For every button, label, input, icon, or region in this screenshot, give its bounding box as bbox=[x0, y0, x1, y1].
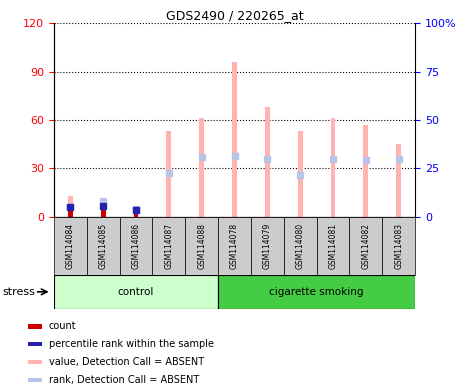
Bar bbox=[363, 125, 368, 217]
Bar bbox=[134, 212, 138, 217]
Bar bbox=[134, 206, 138, 217]
Text: GSM114085: GSM114085 bbox=[98, 223, 108, 269]
Text: GSM114088: GSM114088 bbox=[197, 223, 206, 269]
Text: GSM114081: GSM114081 bbox=[328, 223, 338, 269]
FancyBboxPatch shape bbox=[152, 217, 185, 275]
Bar bbox=[28, 377, 42, 382]
Bar bbox=[166, 131, 171, 217]
Text: percentile rank within the sample: percentile rank within the sample bbox=[49, 339, 214, 349]
FancyBboxPatch shape bbox=[251, 217, 284, 275]
Bar bbox=[68, 209, 73, 217]
Text: control: control bbox=[118, 287, 154, 297]
FancyBboxPatch shape bbox=[54, 217, 87, 275]
Bar bbox=[232, 62, 237, 217]
FancyBboxPatch shape bbox=[382, 217, 415, 275]
Text: GSM114083: GSM114083 bbox=[394, 223, 403, 269]
FancyBboxPatch shape bbox=[284, 217, 317, 275]
FancyBboxPatch shape bbox=[349, 217, 382, 275]
Text: count: count bbox=[49, 321, 76, 331]
Title: GDS2490 / 220265_at: GDS2490 / 220265_at bbox=[166, 9, 303, 22]
Bar bbox=[101, 209, 106, 217]
Bar bbox=[331, 118, 335, 217]
Bar bbox=[28, 360, 42, 364]
Text: cigarette smoking: cigarette smoking bbox=[269, 287, 364, 297]
FancyBboxPatch shape bbox=[54, 275, 218, 309]
Text: GSM114087: GSM114087 bbox=[164, 223, 174, 269]
Bar bbox=[68, 196, 73, 217]
FancyBboxPatch shape bbox=[218, 217, 251, 275]
Text: GSM114084: GSM114084 bbox=[66, 223, 75, 269]
FancyBboxPatch shape bbox=[120, 217, 152, 275]
FancyBboxPatch shape bbox=[218, 275, 415, 309]
Text: GSM114078: GSM114078 bbox=[230, 223, 239, 269]
Bar bbox=[396, 144, 401, 217]
FancyBboxPatch shape bbox=[185, 217, 218, 275]
Bar bbox=[298, 131, 303, 217]
Text: rank, Detection Call = ABSENT: rank, Detection Call = ABSENT bbox=[49, 375, 199, 384]
FancyBboxPatch shape bbox=[87, 217, 120, 275]
Text: GSM114080: GSM114080 bbox=[295, 223, 305, 269]
Text: GSM114086: GSM114086 bbox=[131, 223, 141, 269]
Text: value, Detection Call = ABSENT: value, Detection Call = ABSENT bbox=[49, 357, 204, 367]
Bar bbox=[199, 118, 204, 217]
Text: GSM114079: GSM114079 bbox=[263, 223, 272, 269]
Bar bbox=[28, 342, 42, 346]
Bar bbox=[265, 107, 270, 217]
Text: stress: stress bbox=[2, 287, 35, 297]
Text: GSM114082: GSM114082 bbox=[361, 223, 371, 269]
Bar bbox=[101, 198, 106, 217]
Bar bbox=[28, 324, 42, 329]
FancyBboxPatch shape bbox=[317, 217, 349, 275]
